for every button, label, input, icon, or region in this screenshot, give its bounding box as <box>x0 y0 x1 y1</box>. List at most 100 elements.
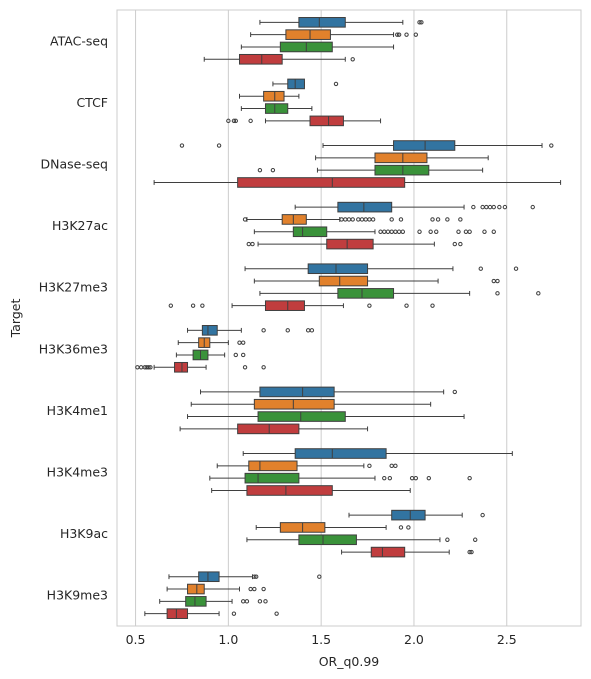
outlier-point <box>242 217 248 222</box>
y-tick-label: H3K4me1 <box>47 403 108 418</box>
outlier-point <box>257 599 263 604</box>
box-group <box>259 288 541 299</box>
outlier-point <box>467 229 472 234</box>
y-tick-label: H3K27me3 <box>39 280 108 295</box>
box <box>294 448 387 459</box>
outlier-point <box>413 32 419 37</box>
box-group <box>246 534 478 546</box>
outlier-point <box>395 32 400 37</box>
outlier-point <box>549 143 554 148</box>
outlier-point <box>406 525 411 530</box>
outlier-point <box>404 303 409 308</box>
box-group <box>200 386 457 398</box>
x-tick-label: 1.5 <box>311 632 331 647</box>
outlier-point <box>536 291 541 296</box>
box <box>287 78 305 90</box>
outlier-point <box>367 463 372 469</box>
outlier-point <box>458 217 463 222</box>
outlier-point <box>241 352 246 358</box>
outlier-point <box>387 475 393 481</box>
box-group <box>187 325 315 336</box>
outlier-point <box>233 352 238 358</box>
outlier-point <box>480 512 485 518</box>
outlier-point <box>317 574 322 579</box>
box-group <box>238 90 300 102</box>
y-tick-labels: ATAC-seq CTCF DNase-seq H3K27ac H3K27me3 H3K3… <box>39 33 108 602</box>
box-group <box>216 460 398 472</box>
box-marks <box>135 17 562 619</box>
box-group <box>166 583 266 595</box>
box-group <box>168 300 435 311</box>
outlier-point <box>146 365 151 370</box>
box <box>248 460 298 472</box>
outlier-point <box>226 118 231 124</box>
box <box>198 571 220 583</box>
box <box>285 29 331 40</box>
box-group <box>244 263 519 275</box>
y-tick-label: H3K4me3 <box>47 465 108 480</box>
outlier-point <box>467 475 472 481</box>
box-group <box>179 423 369 435</box>
outlier-point <box>452 389 457 395</box>
y-tick-label: H3K9ac <box>60 526 108 541</box>
box-group <box>242 214 463 225</box>
box-group <box>187 411 465 422</box>
outlier-point <box>244 599 250 604</box>
box-group <box>190 398 432 410</box>
box-group <box>246 238 463 250</box>
box <box>237 177 406 188</box>
box <box>187 583 205 595</box>
x-axis-label: OR_q0.99 <box>319 654 380 669</box>
outlier-point <box>216 143 222 148</box>
outlier-point <box>530 204 535 210</box>
outlier-point <box>417 229 422 234</box>
outlier-point <box>252 574 257 579</box>
box-group <box>250 29 419 40</box>
box <box>244 472 300 484</box>
outlier-point <box>430 303 435 308</box>
outlier-point <box>398 217 404 222</box>
outlier-point <box>382 475 387 481</box>
outlier-point <box>333 81 339 87</box>
box <box>263 90 285 102</box>
box-group <box>341 546 474 558</box>
box-group <box>144 608 279 619</box>
box <box>253 398 335 410</box>
outlier-point <box>241 340 246 345</box>
outlier-point <box>254 574 259 579</box>
outlier-point <box>456 229 461 234</box>
outlier-point <box>452 241 457 247</box>
box <box>374 164 430 176</box>
outlier-point <box>434 229 439 234</box>
outlier-point <box>482 229 487 234</box>
box-group <box>168 571 322 583</box>
box-group <box>272 78 339 90</box>
outlier-point <box>445 537 450 542</box>
box <box>257 411 346 422</box>
outlier-point <box>389 217 394 222</box>
y-tick-label: ATAC-seq <box>50 33 108 48</box>
box-group <box>242 448 513 459</box>
box <box>246 485 333 496</box>
box <box>238 53 283 65</box>
box <box>237 423 300 435</box>
outlier-point <box>398 525 404 530</box>
outlier-point <box>419 20 424 25</box>
outlier-point <box>428 229 433 234</box>
outlier-point <box>497 204 502 210</box>
box-group <box>153 177 562 188</box>
plot-area <box>116 9 582 627</box>
box <box>326 238 374 250</box>
outlier-point <box>261 328 266 333</box>
box <box>281 214 307 225</box>
outlier-point <box>404 32 409 37</box>
box <box>259 386 335 398</box>
box-group <box>259 17 424 28</box>
box-group <box>253 226 496 238</box>
outlier-point <box>467 549 472 555</box>
outlier-point <box>252 586 257 592</box>
box <box>307 263 369 275</box>
outlier-point <box>148 365 153 370</box>
box-group <box>177 337 246 348</box>
